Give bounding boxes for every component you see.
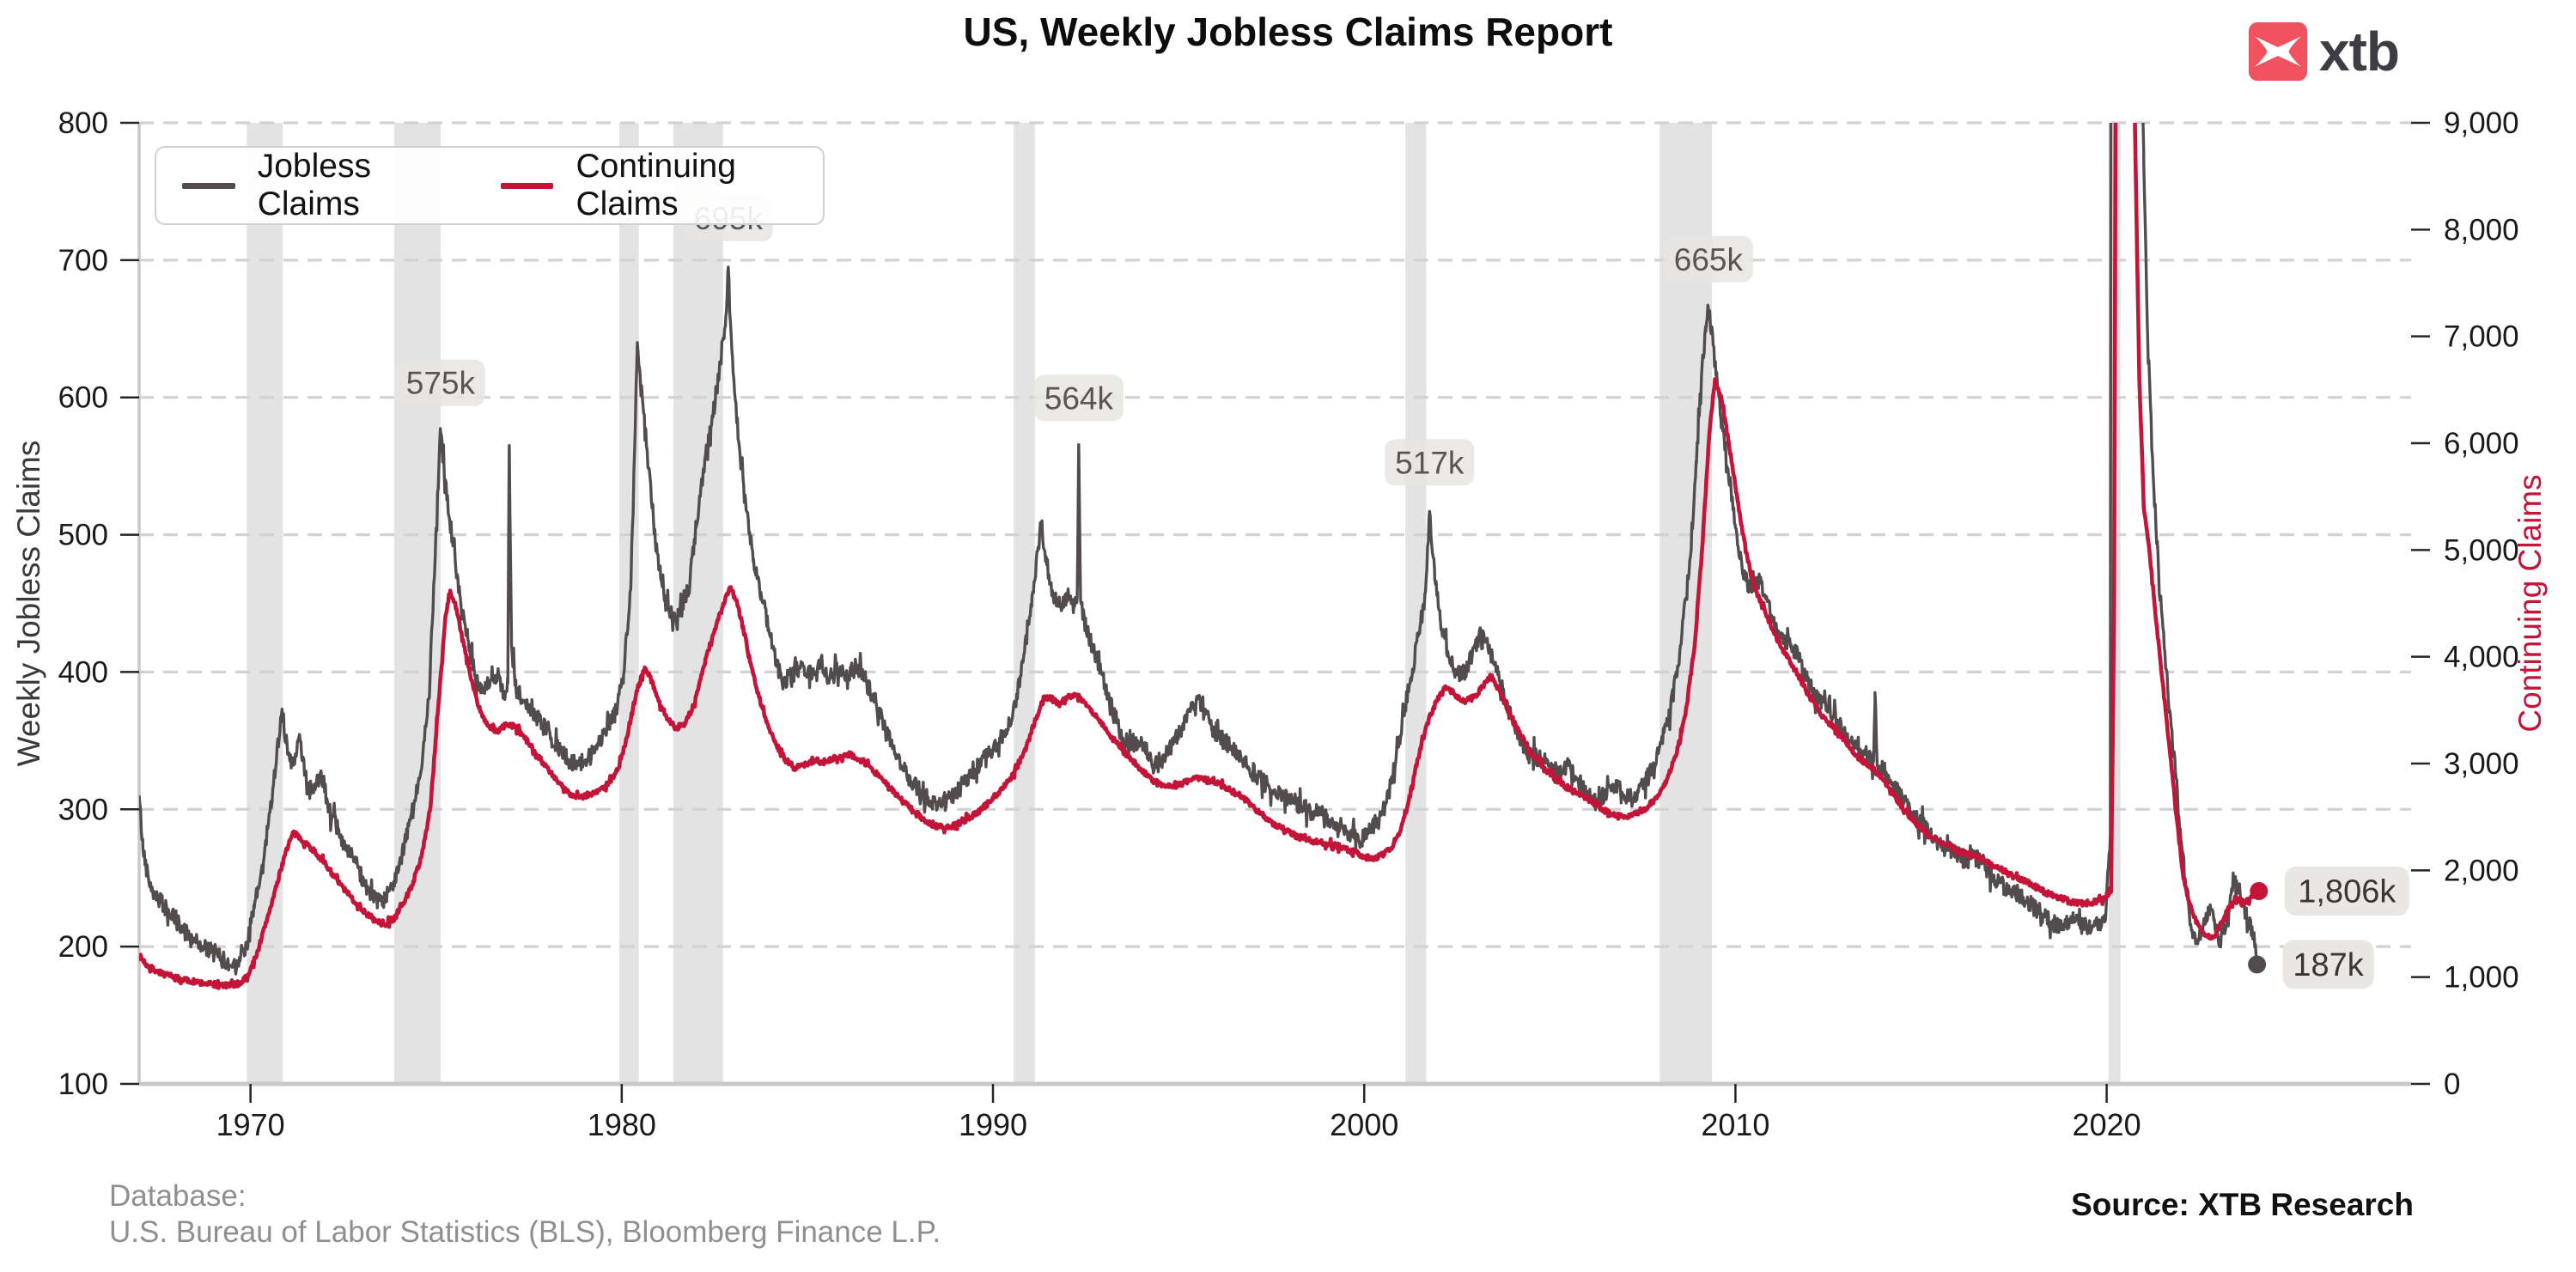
right-axis-tick-label: 4,000 [2444,641,2519,674]
legend-item-jobless-claims: Jobless Claims [182,148,441,223]
right-axis-tick-label: 5,000 [2444,533,2519,567]
xtb-logo-text: xtb [2319,21,2400,82]
left-axis-tick-label: 400 [58,655,108,689]
legend-label-jobless-claims: Jobless Claims [257,148,371,222]
end-marker-label-box [2284,867,2409,916]
peak-annotation-box [395,359,485,406]
legend-label-continuing-claims: Continuing Claims [575,148,736,222]
xtb-logo: xtb [2249,21,2400,82]
series-line-continuing-claims [139,123,2262,990]
peak-annotation-box [1385,439,1475,486]
end-marker-label-box [2282,940,2374,989]
right-axis-tick-label: 1,000 [2444,961,2519,995]
peak-annotation-label: 665k [1674,242,1744,277]
left-axis-tick-label: 800 [58,107,108,140]
end-marker-label: 187k [2293,947,2364,983]
left-axis-tick-label: 100 [58,1068,108,1101]
footer-database-label: Database: [109,1179,247,1213]
right-axis-tick-label: 3,000 [2444,747,2519,781]
xtb-logo-icon [2249,22,2307,81]
end-marker-dot [2248,955,2267,974]
peak-annotation-box [1663,235,1753,283]
footer-database: Database: U.S. Bureau of Labor Statistic… [109,1178,941,1251]
left-axis-title: Weekly Jobless Claims [11,441,46,767]
series-line-jobless-claims [139,123,2259,976]
x-axis-tick-label: 1990 [959,1107,1027,1142]
right-axis-tick-label: 9,000 [2444,107,2519,140]
end-marker-dot [2250,882,2268,900]
x-axis-tick-label: 1970 [216,1107,285,1142]
page-title: US, Weekly Jobless Claims Report [963,9,1613,54]
left-axis-tick-label: 600 [58,381,108,415]
right-axis-tick-label: 2,000 [2444,854,2519,887]
peak-annotation-label: 575k [406,366,476,401]
left-axis-tick-label: 700 [58,244,108,277]
left-axis-tick-label: 300 [58,793,108,826]
legend-swatch-jobless-claims [182,182,235,189]
x-axis-tick-label: 2020 [2073,1107,2141,1142]
right-axis-tick-label: 6,000 [2444,427,2519,460]
left-axis-tick-label: 200 [58,930,108,964]
peak-annotation-box [1033,374,1124,422]
x-axis-tick-label: 1980 [588,1107,656,1142]
footer-source: Source: XTB Research [2071,1187,2414,1222]
left-axis-tick-label: 500 [58,519,108,552]
right-axis-tick-label: 0 [2444,1068,2460,1101]
right-axis-tick-label: 7,000 [2444,320,2519,354]
recession-band [247,123,283,1084]
x-axis-tick-label: 2000 [1330,1107,1398,1142]
end-marker-label: 1,806k [2298,874,2396,910]
peak-annotation-label: 564k [1044,380,1114,416]
legend-swatch-continuing-claims [500,182,554,189]
footer-database-value: U.S. Bureau of Labor Statistics (BLS), B… [109,1215,941,1249]
legend-item-continuing-claims: Continuing Claims [500,148,797,223]
x-axis-tick-label: 2010 [1701,1107,1769,1142]
chart-legend: Jobless Claims Continuing Claims [155,146,825,225]
right-axis-title: Continuing Claims [2512,474,2548,732]
right-axis-tick-label: 8,000 [2444,213,2519,246]
peak-annotation-label: 517k [1395,445,1465,480]
